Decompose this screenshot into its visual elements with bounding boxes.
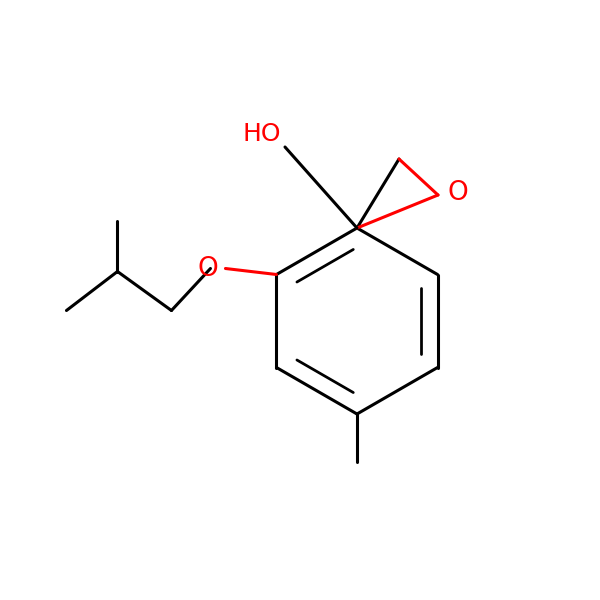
Text: O: O	[197, 256, 218, 281]
Text: HO: HO	[243, 122, 281, 146]
Text: O: O	[448, 180, 468, 206]
